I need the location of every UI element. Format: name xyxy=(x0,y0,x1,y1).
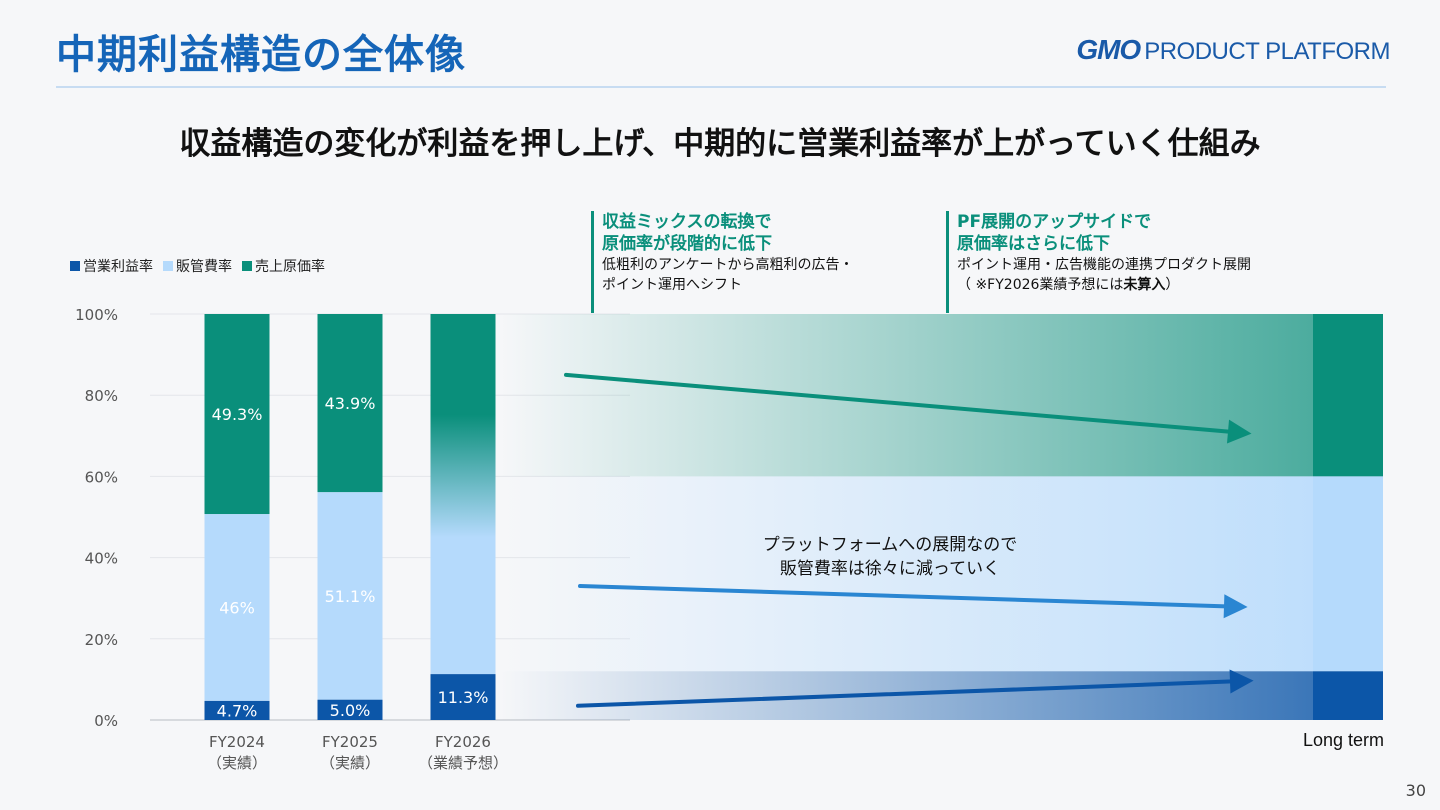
annotation-body-bold: 未算入 xyxy=(1123,277,1166,293)
arrow-head xyxy=(1229,669,1254,694)
y-tick-label: 80% xyxy=(85,387,118,405)
header-divider xyxy=(56,86,1386,88)
long-term-bar-operating xyxy=(1313,671,1383,720)
legend-label: 売上原価率 xyxy=(255,259,325,275)
y-tick-label: 100% xyxy=(75,306,118,324)
data-label-operating: 11.3% xyxy=(438,688,489,707)
data-label-operating: 4.7% xyxy=(217,701,258,720)
bar-segment-cogs xyxy=(204,314,270,515)
bar-segment-operating xyxy=(430,674,496,720)
annotation-heading: 収益ミックスの転換で xyxy=(602,212,772,232)
data-labels: 49.3% 46% 4.7% FY2024 （実績） 43.9% 51.1% 5.0% FY20… xyxy=(207,394,508,772)
long-term-bar-sga xyxy=(1313,476,1383,672)
annotation-sga-decline: プラットフォームへの展開なので 販管費率は徐々に減っていく xyxy=(720,533,1060,581)
y-tick-label: 20% xyxy=(85,631,118,649)
bar-segment-forecast-gradient xyxy=(430,314,496,675)
arrow-head xyxy=(1226,419,1252,444)
bar-segment-operating xyxy=(317,699,383,720)
legend-item-operating-margin: 営業利益率 xyxy=(70,256,153,276)
annotation-pf-upside: PF展開のアップサイドで 原価率はさらに低下 ポイント運用・広告機能の連携プロダ… xyxy=(946,211,1251,313)
chart-legend: 営業利益率 販管費率 売上原価率 xyxy=(70,256,325,276)
page-number: 30 xyxy=(1405,781,1426,800)
page-title: 中期利益構造の全体像 xyxy=(56,32,466,78)
annotation-body: ポイント運用へシフト xyxy=(602,277,742,293)
x-tick-label-sub: （実績） xyxy=(320,754,380,772)
legend-swatch-operating xyxy=(70,261,80,271)
operating-up-arrow xyxy=(576,669,1254,708)
legend-label: 販管費率 xyxy=(176,259,232,275)
sga-transition-band xyxy=(500,476,1313,672)
arrow-shaft xyxy=(578,584,1228,609)
annotation-body-post: ） xyxy=(1165,277,1180,293)
legend-item-cogs-ratio: 売上原価率 xyxy=(242,256,325,276)
x-tick-label: FY2026 xyxy=(435,733,491,751)
legend-label: 営業利益率 xyxy=(83,259,153,275)
annotation-body: （ ※FY2026業績予想には未算入） xyxy=(957,275,1251,295)
x-tick-label-sub: （実績） xyxy=(207,754,267,772)
cogs-transition-band xyxy=(500,314,1313,477)
sga-down-arrow xyxy=(578,584,1248,619)
y-tick-label: 40% xyxy=(85,550,118,568)
x-tick-label: FY2024 xyxy=(209,733,265,751)
legend-swatch-cogs xyxy=(242,261,252,271)
annotation-heading: 原価率が段階的に低下 xyxy=(602,234,772,254)
legend-item-sga-ratio: 販管費率 xyxy=(163,256,232,276)
long-term-bar-cogs xyxy=(1313,314,1383,477)
annotation-body: ポイント運用・広告機能の連携プロダクト展開 xyxy=(957,257,1251,273)
bars xyxy=(204,314,1383,720)
arrow-head xyxy=(1223,594,1248,619)
data-label-sga: 51.1% xyxy=(325,587,376,606)
annotation-line: 販管費率は徐々に減っていく xyxy=(779,559,1001,579)
long-term-label: Long term xyxy=(1303,730,1385,750)
annotation-line: プラットフォームへの展開なので xyxy=(762,535,1018,555)
data-label-cogs: 43.9% xyxy=(325,394,376,413)
arrow-shaft xyxy=(564,372,1232,434)
bar-segment-sga xyxy=(204,514,270,701)
bar-segment-cogs xyxy=(317,314,383,493)
annotation-heading: 原価率はさらに低下 xyxy=(957,234,1110,254)
company-logo: GMO PRODUCT PLATFORM xyxy=(1076,34,1390,66)
operating-transition-band xyxy=(500,671,1313,720)
arrow-shaft xyxy=(576,679,1234,708)
bar-segment-operating xyxy=(204,700,270,720)
annotation-heading: PF展開のアップサイドで xyxy=(957,212,1152,232)
data-label-operating: 5.0% xyxy=(330,701,371,720)
y-tick-label: 0% xyxy=(94,712,118,730)
data-label-cogs: 49.3% xyxy=(212,405,263,424)
x-tick-label: FY2025 xyxy=(322,733,378,751)
page-subtitle: 収益構造の変化が利益を押し上げ、中期的に営業利益率が上がっていく仕組み xyxy=(179,126,1261,162)
legend-swatch-sga xyxy=(163,261,173,271)
bar-segment-sga xyxy=(317,492,383,700)
trend-arrows xyxy=(564,372,1254,708)
logo-product-platform: PRODUCT PLATFORM xyxy=(1144,38,1390,65)
logo-gmo: GMO xyxy=(1076,34,1141,65)
annotation-body: 低粗利のアンケートから高粗利の広告・ xyxy=(602,257,854,273)
annotation-body-pre: （ ※FY2026業績予想には xyxy=(957,277,1124,293)
annotation-revenue-mix: 収益ミックスの転換で 原価率が段階的に低下 低粗利のアンケートから高粗利の広告・… xyxy=(591,211,853,313)
cogs-down-arrow xyxy=(564,372,1252,444)
transition-bands xyxy=(500,314,1313,720)
y-tick-label: 60% xyxy=(85,468,118,486)
data-label-sga: 46% xyxy=(219,599,255,618)
x-tick-label-sub: （業績予想） xyxy=(418,754,508,772)
